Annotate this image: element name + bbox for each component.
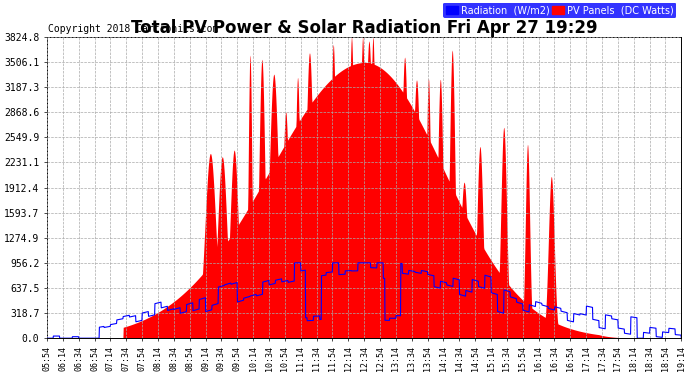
Text: Copyright 2018 Cartronics.com: Copyright 2018 Cartronics.com — [48, 24, 218, 34]
Legend: Radiation  (W/m2), PV Panels  (DC Watts): Radiation (W/m2), PV Panels (DC Watts) — [443, 3, 676, 18]
Title: Total PV Power & Solar Radiation Fri Apr 27 19:29: Total PV Power & Solar Radiation Fri Apr… — [131, 19, 598, 37]
